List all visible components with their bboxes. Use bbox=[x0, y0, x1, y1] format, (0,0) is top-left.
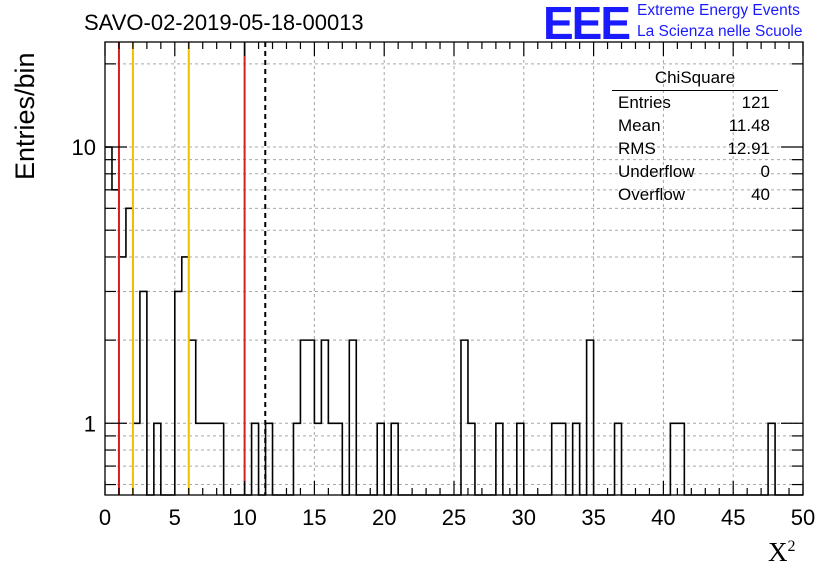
histogram-bin bbox=[377, 423, 384, 495]
stats-row-entries: Entries 121 bbox=[612, 91, 778, 114]
stats-value: 40 bbox=[751, 185, 770, 204]
histogram-bin bbox=[677, 423, 684, 495]
stats-key: Entries bbox=[618, 93, 671, 112]
logo-line2: La Scienza nelle Scuole bbox=[637, 23, 803, 40]
histogram-bin bbox=[210, 423, 217, 495]
stats-box: ChiSquare Entries 121 Mean 11.48 RMS 12.… bbox=[612, 66, 778, 206]
histogram-bin bbox=[140, 291, 147, 495]
stats-row-underflow: Underflow 0 bbox=[612, 160, 778, 183]
histogram-bin bbox=[517, 423, 524, 495]
stats-row-rms: RMS 12.91 bbox=[612, 137, 778, 160]
histogram-bin bbox=[119, 257, 126, 495]
x-axis-label-sup: 2 bbox=[787, 538, 796, 555]
chart-grid bbox=[105, 42, 803, 495]
stats-key: Overflow bbox=[618, 185, 686, 204]
histogram-bin bbox=[112, 190, 119, 495]
histogram-bin bbox=[496, 423, 503, 495]
x-tick-label: 30 bbox=[512, 505, 536, 530]
histogram-bin bbox=[314, 423, 321, 495]
histogram-bin bbox=[552, 423, 559, 495]
histogram-bin bbox=[559, 423, 566, 495]
stats-row-overflow: Overflow 40 bbox=[612, 183, 778, 206]
histogram-bin bbox=[768, 423, 775, 495]
x-axis-label: X2 bbox=[768, 537, 796, 568]
histogram-bin bbox=[573, 423, 580, 495]
histogram-bin bbox=[293, 423, 300, 495]
x-tick-label: 15 bbox=[302, 505, 326, 530]
histogram-bin bbox=[335, 423, 342, 495]
histogram-bin bbox=[266, 423, 273, 495]
histogram-bin bbox=[307, 340, 314, 495]
histogram-bin bbox=[321, 340, 328, 495]
histogram-bin bbox=[615, 423, 622, 495]
x-tick-label: 40 bbox=[651, 505, 675, 530]
histogram-bin bbox=[587, 340, 594, 495]
stats-value: 121 bbox=[741, 93, 770, 112]
histogram-bin bbox=[468, 423, 475, 495]
histogram-bin bbox=[189, 340, 196, 495]
histogram-bin bbox=[182, 257, 189, 495]
eee-logo-icon: EEE bbox=[543, 2, 631, 42]
axis-ticks bbox=[104, 42, 804, 495]
x-tick-label: 0 bbox=[99, 505, 111, 530]
x-tick-label: 5 bbox=[169, 505, 181, 530]
histogram-bin bbox=[133, 423, 140, 495]
stats-key: Underflow bbox=[618, 162, 695, 181]
tick-labels: 0 5 10 15 20 25 30 35 40 45 50 1 10 bbox=[72, 135, 816, 530]
histogram-bin bbox=[105, 147, 112, 495]
y-axis-label: Entries/bin bbox=[10, 52, 40, 180]
x-tick-label: 45 bbox=[721, 505, 745, 530]
stats-key: Mean bbox=[618, 116, 661, 135]
x-tick-label: 20 bbox=[372, 505, 396, 530]
stats-value: 0 bbox=[760, 162, 770, 181]
histogram-bin bbox=[196, 423, 203, 495]
reference-lines bbox=[117, 42, 267, 495]
histogram-bin bbox=[670, 423, 677, 495]
histogram-bin bbox=[126, 208, 133, 495]
stats-value: 11.48 bbox=[728, 116, 770, 135]
histogram-bin bbox=[349, 340, 356, 495]
chart-title: SAVO-02-2019-05-18-00013 bbox=[84, 10, 364, 35]
histogram-bin bbox=[217, 423, 224, 495]
x-tick-label: 10 bbox=[232, 505, 256, 530]
histogram-bin bbox=[203, 423, 210, 495]
y-tick-label: 1 bbox=[84, 411, 96, 436]
stats-value: 12.91 bbox=[727, 139, 770, 158]
histogram-bin bbox=[391, 423, 398, 495]
histogram-bin bbox=[461, 340, 468, 495]
x-tick-label: 35 bbox=[581, 505, 605, 530]
histogram-bin bbox=[328, 423, 335, 495]
histogram-bin bbox=[300, 340, 307, 495]
histogram-bin bbox=[175, 291, 182, 495]
y-tick-label: 10 bbox=[72, 135, 96, 160]
logo-line1: Extreme Energy Events bbox=[637, 2, 800, 19]
histogram-bin bbox=[154, 423, 161, 495]
stats-key: RMS bbox=[618, 139, 656, 158]
x-tick-label: 50 bbox=[791, 505, 815, 530]
stats-row-mean: Mean 11.48 bbox=[612, 114, 778, 137]
x-tick-label: 25 bbox=[442, 505, 466, 530]
stats-name: ChiSquare bbox=[612, 66, 778, 91]
histogram-bin bbox=[252, 423, 259, 495]
x-axis-label-base: X bbox=[768, 537, 788, 567]
eee-logo-letters: EEE bbox=[543, 2, 629, 42]
